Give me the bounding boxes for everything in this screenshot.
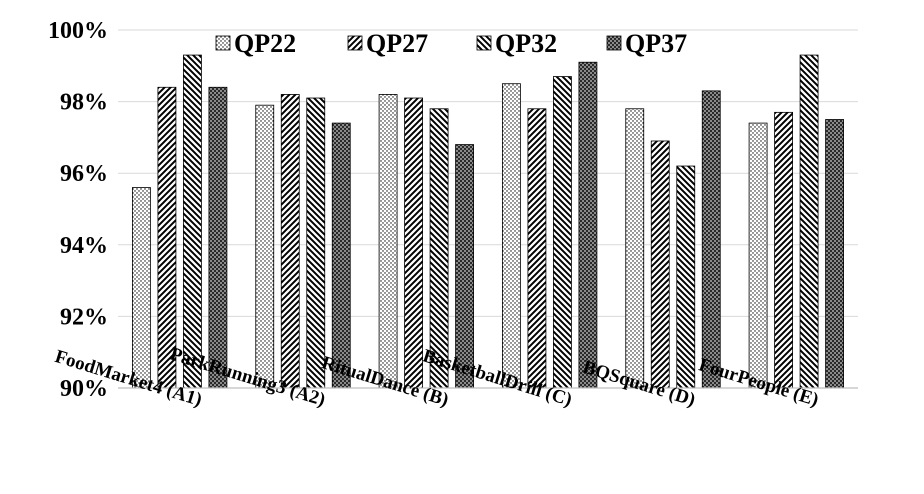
legend-label: QP22 xyxy=(234,29,296,58)
bar-qp32 xyxy=(429,108,449,389)
legend-swatch xyxy=(347,35,363,51)
bar-qp27 xyxy=(404,97,423,389)
legend-swatch xyxy=(215,35,231,51)
legend-label: QP32 xyxy=(495,29,557,58)
y-tick-label: 96% xyxy=(60,161,108,187)
legend: QP22 QP27 QP32 QP37 xyxy=(215,29,687,58)
bar-qp32 xyxy=(676,165,696,389)
bar-qp27 xyxy=(650,140,670,389)
bar-qp37 xyxy=(578,61,598,389)
legend-item-qp37: QP37 xyxy=(606,29,687,58)
bar-qp22 xyxy=(625,108,645,389)
bar-qp27 xyxy=(774,111,793,389)
bar-qp37 xyxy=(331,122,351,389)
legend-item-qp32: QP32 xyxy=(476,29,557,58)
bar-qp32 xyxy=(553,76,572,389)
y-tick-label: 100% xyxy=(48,18,108,44)
bar-qp27 xyxy=(527,108,547,389)
y-axis-ticks: 90% 92% 94% 96% 98% 100% xyxy=(48,18,108,402)
legend-label: QP37 xyxy=(625,29,687,58)
bar-qp32 xyxy=(306,97,326,389)
bar-qp37 xyxy=(701,90,721,389)
bar-qp32 xyxy=(183,54,202,389)
legend-item-qp27: QP27 xyxy=(347,29,428,58)
bar-qp22 xyxy=(748,122,768,389)
bar-qp22 xyxy=(502,83,521,389)
bar-qp37 xyxy=(825,119,844,389)
y-tick-label: 90% xyxy=(60,376,108,402)
y-tick-label: 94% xyxy=(60,233,108,259)
bar-qp37 xyxy=(455,144,474,389)
bar-qp22 xyxy=(378,94,398,389)
bar-qp32 xyxy=(799,54,819,389)
bar-qp22 xyxy=(255,104,275,389)
y-tick-label: 92% xyxy=(60,304,108,330)
bars xyxy=(132,54,844,389)
legend-swatch xyxy=(476,35,492,51)
legend-label: QP27 xyxy=(366,29,428,58)
legend-swatch xyxy=(606,35,622,51)
bar-qp22 xyxy=(132,187,151,389)
y-tick-label: 98% xyxy=(60,90,108,116)
legend-item-qp22: QP22 xyxy=(215,29,296,58)
bar-qp27 xyxy=(280,94,300,389)
gridlines xyxy=(118,29,858,317)
bar-qp37 xyxy=(208,86,228,389)
